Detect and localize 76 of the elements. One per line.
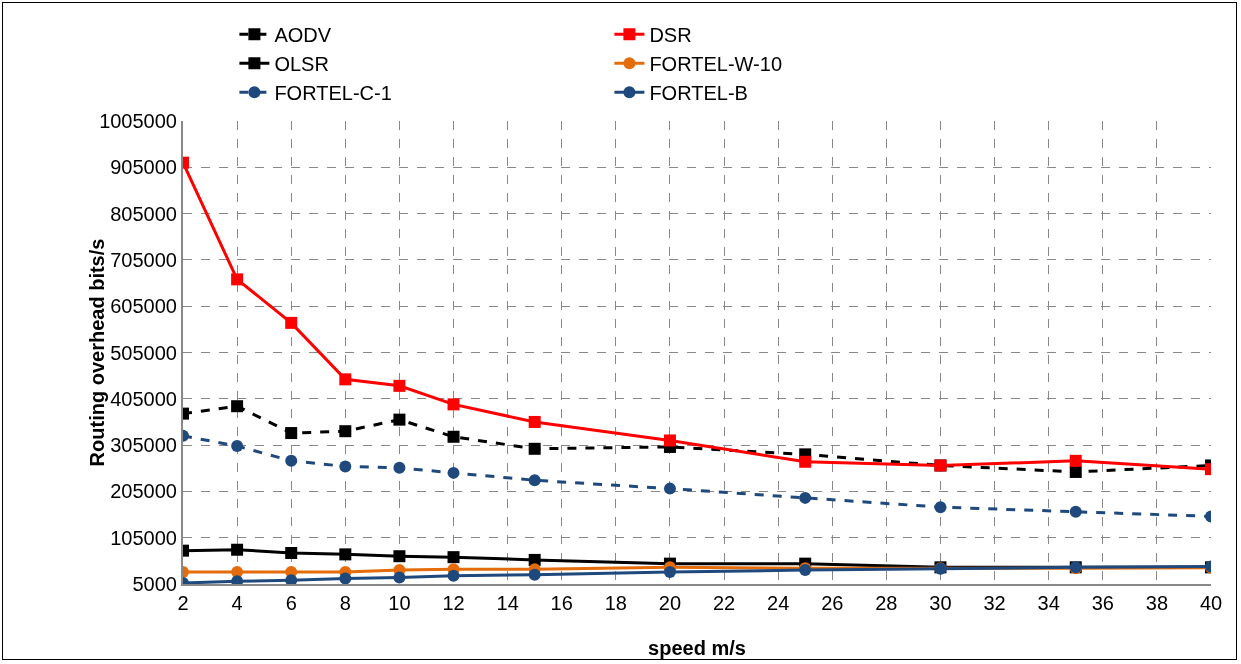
point [799,455,812,468]
y-tick-label: 405000 [110,387,177,410]
legend-label: FORTEL-B [649,82,748,105]
x-tick-label: 6 [285,592,297,614]
y-tick-label: 1005000 [99,110,177,132]
point [799,491,812,504]
point [1069,465,1082,478]
y-tick-label: 905000 [110,156,177,179]
point [393,413,406,426]
point [393,550,406,563]
point [231,273,244,286]
point [528,568,541,581]
x-tick-label: 26 [821,592,844,614]
x-tick-label: 40 [1199,592,1223,614]
point [447,466,460,479]
y-tick-label: 105000 [110,526,177,549]
y-tick-label: 305000 [110,434,177,457]
point [339,460,352,473]
point [663,434,676,447]
point [285,454,298,467]
x-tick-label: 30 [929,592,952,614]
point [934,501,947,514]
point [285,546,298,559]
point [393,379,406,392]
point [231,400,244,413]
point [231,440,244,453]
point [339,548,352,561]
x-tick-label: 16 [550,592,573,614]
x-tick-label: 18 [604,592,627,614]
x-axis-title: speed m/s [648,637,746,659]
x-tick-label: 10 [388,592,411,614]
legend-label: AODV [274,24,332,47]
legend-label: FORTEL-W-10 [649,53,783,76]
point [663,482,676,495]
legend-label: DSR [649,24,692,47]
y-tick-label: 805000 [110,202,177,225]
y-axis-title: Routing overhead bits/s [86,238,109,467]
x-tick-label: 2 [177,592,189,614]
y-tick-label: 205000 [110,480,177,503]
x-tick-label: 14 [496,592,519,614]
y-tick-label: 705000 [110,248,177,271]
point [339,572,352,584]
y-tick-label: 605000 [110,295,177,318]
x-tick-label: 22 [712,592,736,614]
x-tick-label: 32 [983,592,1006,614]
point [528,415,541,428]
x-tick-label: 8 [339,592,351,614]
point [285,427,298,440]
x-tick-label: 28 [875,592,898,614]
point [663,565,676,578]
point [528,474,541,487]
point [231,543,244,556]
legend-label: FORTEL-C-1 [274,82,392,105]
x-tick-label: 34 [1037,592,1060,614]
x-tick-label: 38 [1145,592,1169,614]
point [339,373,352,386]
legend-label: OLSR [274,53,329,76]
point [1069,505,1082,518]
x-tick-label: 24 [767,592,790,614]
x-tick-label: 4 [231,592,243,614]
point [393,461,406,474]
y-tick-label: 5000 [132,573,177,595]
point [285,574,298,584]
x-tick-label: 20 [658,592,682,614]
point [528,442,541,455]
point [393,571,406,584]
point [339,425,352,438]
point [447,569,460,582]
point [447,430,460,443]
point [447,398,460,411]
point [1069,454,1082,467]
x-tick-label: 12 [442,592,465,614]
point [447,551,460,564]
y-tick-label: 505000 [110,341,177,364]
point [285,316,298,329]
x-tick-label: 36 [1091,592,1114,614]
